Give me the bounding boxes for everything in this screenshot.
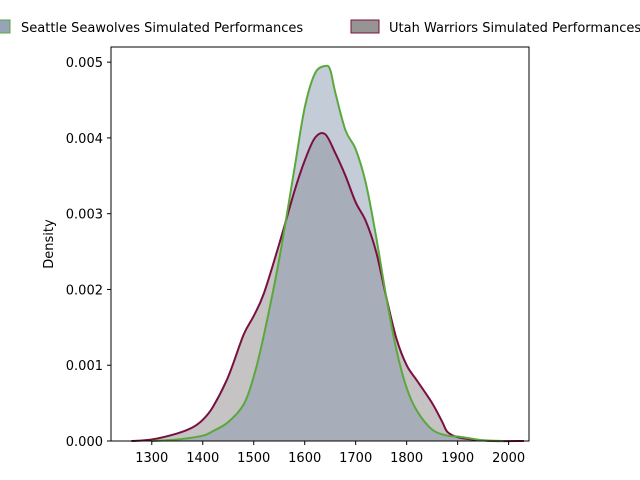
series-layer [131, 64, 524, 443]
x-tick-label: 1400 [186, 451, 219, 466]
legend: Seattle Seawolves Simulated Performances… [0, 19, 640, 36]
y-tick-label: 0.005 [66, 56, 103, 71]
y-tick-label: 0.001 [66, 359, 103, 374]
y-tick-label: 0.002 [66, 283, 103, 298]
x-axis: 1300 1400 1500 1600 1700 1800 1900 2000 [135, 441, 525, 466]
x-tick-label: 1300 [135, 451, 168, 466]
x-tick-label: 2000 [492, 451, 525, 466]
plot-frame [110, 46, 530, 442]
y-axis-label: Density [42, 219, 57, 269]
legend-swatch-seattle [0, 19, 11, 34]
y-tick-label: 0.003 [66, 208, 103, 223]
density-line-utah [131, 132, 524, 443]
y-tick-label: 0.000 [66, 435, 103, 450]
legend-label-utah: Utah Warriors Simulated Performances [389, 21, 640, 36]
legend-label-seattle: Seattle Seawolves Simulated Performances [21, 21, 303, 36]
density-line-seattle [151, 64, 504, 442]
y-tick-label: 0.004 [66, 132, 103, 147]
legend-swatch-utah [350, 19, 380, 34]
x-tick-label: 1500 [237, 451, 270, 466]
density-area-seattle [151, 65, 504, 441]
x-tick-label: 1600 [288, 451, 321, 466]
x-tick-label: 1700 [339, 451, 372, 466]
y-axis: 0.000 0.001 0.002 0.003 0.004 0.005 [66, 56, 111, 450]
x-tick-label: 1800 [390, 451, 423, 466]
x-tick-label: 1900 [441, 451, 474, 466]
